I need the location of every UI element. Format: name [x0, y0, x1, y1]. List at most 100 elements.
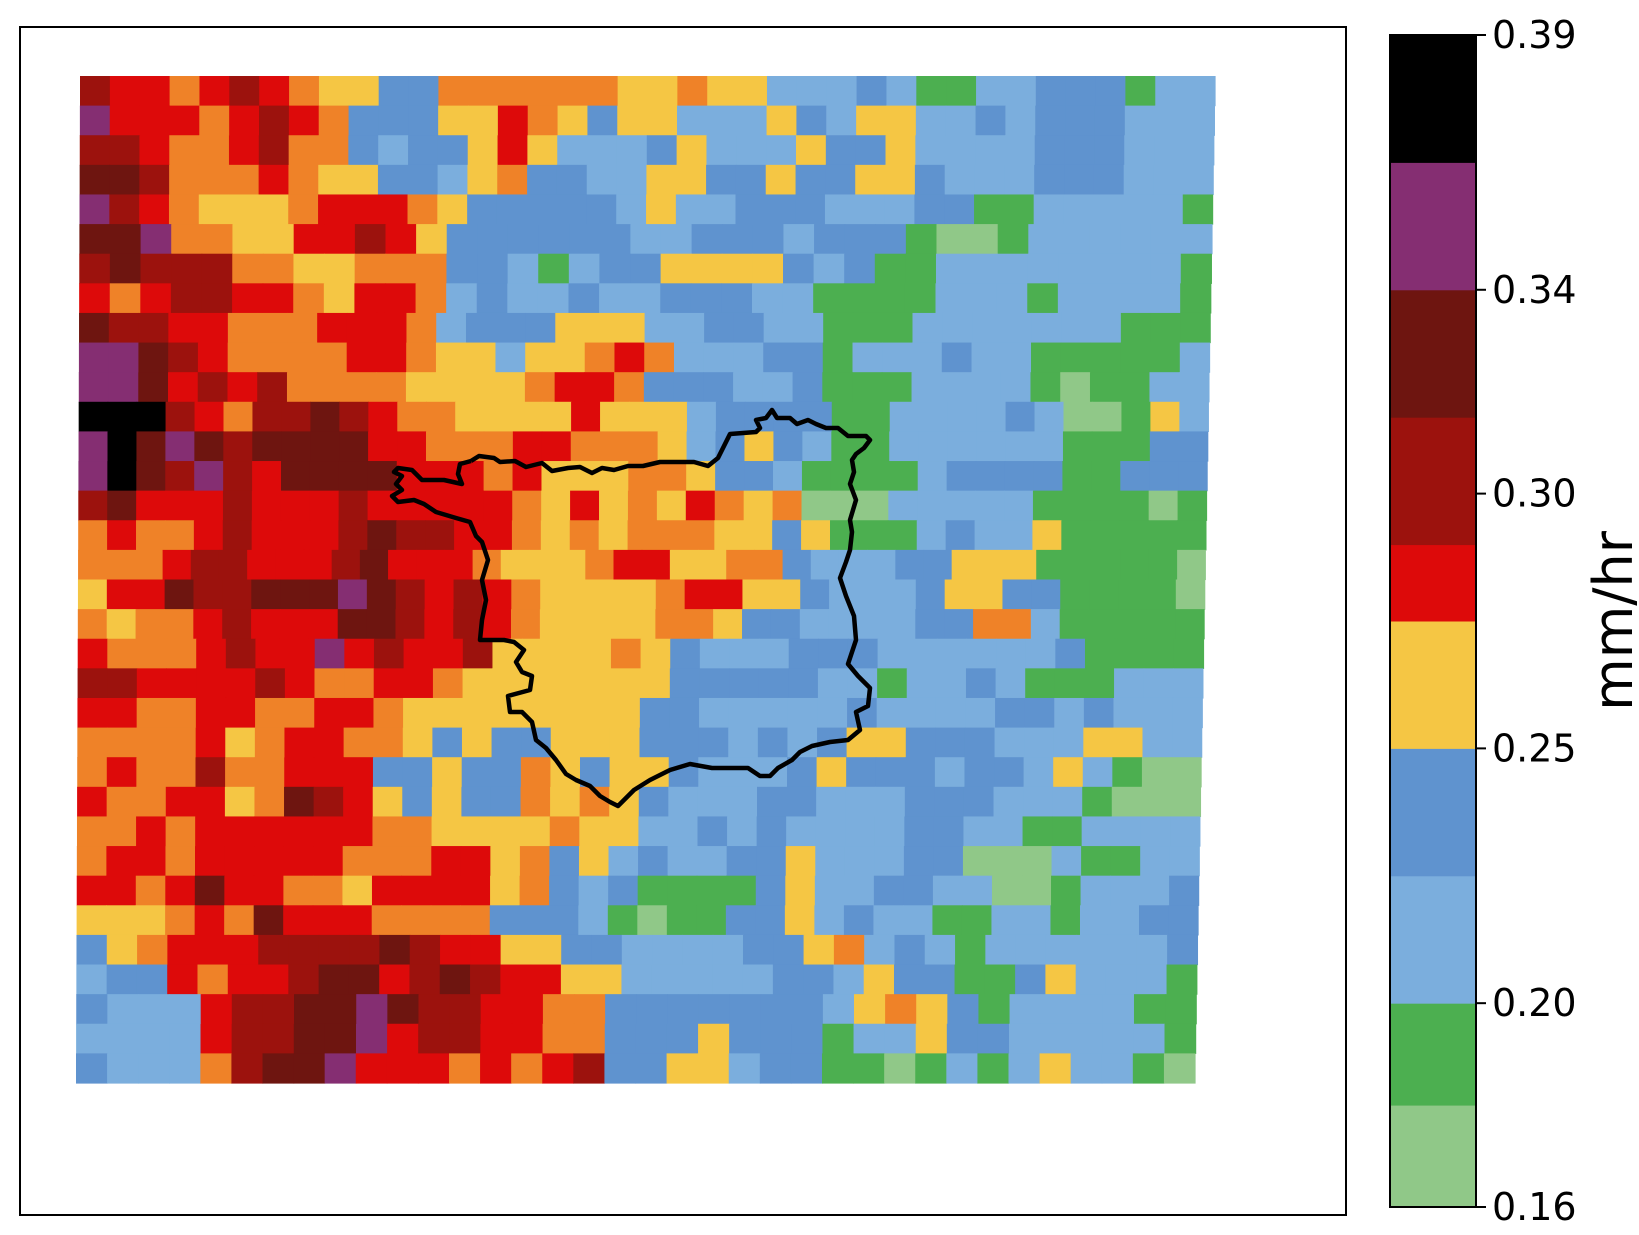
grid-cell — [1001, 312, 1033, 344]
grid-cell — [1184, 105, 1215, 136]
grid-cell — [346, 312, 378, 344]
grid-cell — [79, 135, 111, 166]
grid-cell — [522, 638, 553, 669]
grid-cell — [706, 135, 737, 166]
grid-cell — [916, 76, 947, 107]
grid-cell — [309, 490, 340, 521]
grid-cell — [1180, 312, 1211, 344]
grid-cell — [1090, 490, 1121, 521]
grid-cell — [825, 135, 857, 166]
grid-cell — [1027, 253, 1059, 284]
grid-cell — [76, 905, 107, 936]
grid-cell — [608, 816, 640, 847]
grid-cell — [1182, 194, 1214, 225]
grid-cell — [786, 816, 817, 847]
grid-cell — [193, 579, 223, 610]
grid-cell — [446, 253, 478, 284]
grid-cell — [1060, 342, 1092, 373]
grid-cell — [197, 372, 229, 403]
grid-cell — [847, 697, 878, 729]
grid-cell — [640, 638, 671, 669]
grid-cell — [643, 372, 675, 403]
grid-cell — [975, 461, 1006, 492]
grid-cell — [721, 283, 753, 314]
grid-cell — [627, 490, 658, 521]
grid-cell — [803, 964, 835, 995]
grid-cell — [107, 401, 138, 433]
grid-cell — [231, 1023, 264, 1054]
grid-cell — [669, 549, 699, 581]
grid-cell — [521, 697, 552, 729]
grid-cell — [397, 431, 427, 462]
grid-cell — [372, 816, 403, 847]
colorbar-band — [1390, 289, 1476, 418]
grid-cell — [1118, 579, 1148, 610]
grid-cell — [782, 549, 812, 581]
grid-cell — [974, 164, 1005, 196]
grid-cell — [106, 875, 137, 906]
grid-cell — [1148, 490, 1179, 521]
grid-cell — [554, 342, 586, 373]
grid-cell — [915, 135, 946, 166]
grid-cell — [109, 164, 140, 196]
grid-cell — [476, 283, 508, 314]
grid-cell — [1169, 846, 1200, 877]
grid-cell — [608, 875, 639, 906]
grid-cell — [817, 668, 849, 699]
grid-cell — [497, 135, 528, 166]
grid-cell — [435, 372, 467, 403]
grid-cell — [1059, 609, 1090, 640]
grid-cell — [995, 697, 1026, 729]
grid-cell — [107, 994, 140, 1025]
grid-cell — [342, 816, 374, 847]
grid-cell — [169, 135, 200, 166]
grid-cell — [78, 372, 110, 403]
grid-cell — [1034, 401, 1065, 433]
grid-cell — [655, 609, 685, 640]
grid-cell — [77, 727, 108, 758]
grid-cell — [251, 579, 281, 610]
grid-cell — [167, 934, 199, 966]
grid-cell — [368, 401, 398, 433]
grid-cell — [557, 135, 588, 166]
grid-cell — [1028, 224, 1060, 255]
grid-cell — [507, 224, 540, 255]
grid-cell — [670, 638, 701, 669]
grid-cell — [973, 579, 1004, 610]
grid-cell — [1088, 283, 1120, 314]
grid-cell — [355, 1053, 388, 1084]
grid-cell — [495, 312, 527, 344]
grid-cell — [1035, 76, 1067, 107]
grid-cell — [760, 1023, 792, 1054]
grid-cell — [1009, 1023, 1041, 1054]
grid-cell — [232, 253, 264, 284]
grid-cell — [293, 1053, 326, 1084]
colorbar-tick-label: 0.34 — [1492, 268, 1577, 312]
grid-cell — [107, 490, 137, 521]
grid-cell — [729, 668, 760, 699]
grid-cell — [669, 727, 700, 758]
grid-cell — [698, 549, 727, 581]
grid-cell — [823, 312, 854, 344]
grid-cell — [1063, 194, 1094, 225]
grid-cell — [1081, 816, 1112, 847]
grid-cell — [255, 638, 286, 669]
grid-cell — [1183, 135, 1215, 166]
grid-cell — [636, 994, 668, 1025]
grid-cell — [1054, 668, 1086, 699]
grid-cell — [354, 224, 387, 255]
grid-cell — [280, 490, 311, 521]
grid-cell — [318, 934, 350, 966]
grid-cell — [852, 372, 883, 403]
grid-cell — [1139, 905, 1170, 936]
grid-cell — [109, 76, 141, 107]
grid-cell — [106, 727, 138, 758]
grid-cell — [258, 964, 289, 995]
grid-cell — [756, 846, 787, 877]
grid-cell — [1171, 757, 1202, 788]
grid-cell — [415, 253, 448, 284]
grid-cell — [342, 846, 373, 877]
grid-cell — [771, 579, 801, 610]
grid-cell — [1040, 994, 1073, 1025]
grid-cell — [1040, 1023, 1072, 1054]
